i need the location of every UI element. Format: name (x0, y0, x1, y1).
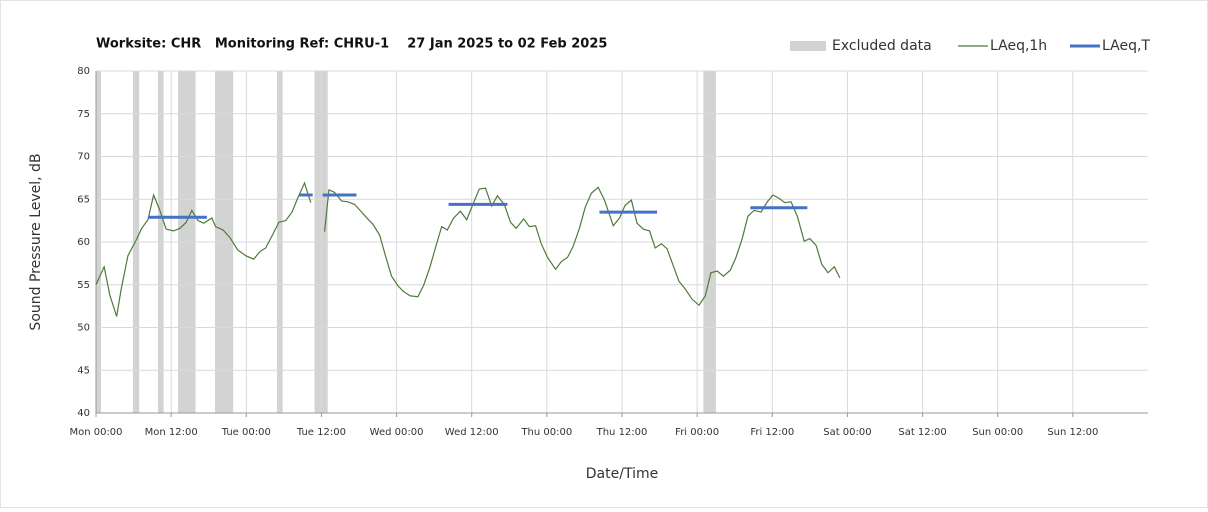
y-tick-label: 55 (77, 280, 90, 291)
series-line (95, 181, 841, 317)
x-tick-label: Mon 12:00 (145, 427, 198, 438)
x-tick-label: Tue 00:00 (221, 427, 271, 438)
y-axis-label: Sound Pressure Level, dB (28, 153, 44, 330)
x-tick-label: Sat 12:00 (898, 427, 946, 438)
chart-title: Worksite: CHR Monitoring Ref: CHRU-1 27 … (96, 37, 607, 52)
y-tick-label: 75 (77, 109, 90, 120)
y-tick-label: 65 (77, 194, 90, 205)
y-tick-label: 40 (77, 408, 90, 419)
x-tick-label: Sun 00:00 (972, 427, 1023, 438)
x-tick-label: Wed 00:00 (370, 427, 424, 438)
x-tick-label: Mon 00:00 (69, 427, 122, 438)
x-tick-label: Fri 00:00 (675, 427, 719, 438)
x-axis-label: Date/Time (586, 466, 658, 482)
x-tick-label: Wed 12:00 (445, 427, 499, 438)
legend-label: Excluded data (832, 38, 932, 54)
x-tick-label: Thu 12:00 (596, 427, 648, 438)
y-tick-label: 70 (77, 152, 90, 163)
x-tick-label: Sat 00:00 (823, 427, 871, 438)
y-tick-label: 80 (77, 66, 90, 77)
y-tick-label: 50 (77, 323, 90, 334)
x-tick-label: Fri 12:00 (750, 427, 794, 438)
legend-swatch (790, 41, 826, 51)
y-tick-label: 45 (77, 365, 90, 376)
legend-label: LAeq,1h (990, 38, 1047, 54)
x-tick-label: Tue 12:00 (296, 427, 346, 438)
legend-label: LAeq,T (1102, 38, 1150, 54)
x-tick-label: Sun 12:00 (1047, 427, 1098, 438)
y-tick-label: 60 (77, 237, 90, 248)
x-tick-label: Thu 00:00 (520, 427, 572, 438)
